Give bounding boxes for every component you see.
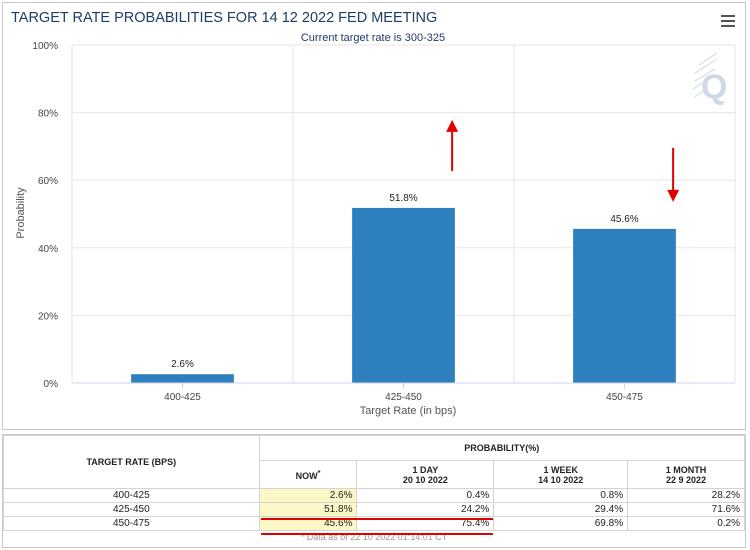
x-axis-title: Target Rate (in bps) (360, 405, 457, 417)
cell-rate: 400-425 (3, 488, 260, 503)
data-label-450-475: 45.6% (610, 214, 638, 225)
x-tick-label: 425-450 (385, 392, 422, 403)
table-footnote: * Data as of 22 10 2022 01:14:01 CT (300, 531, 448, 542)
cell-rate: 450-475 (3, 516, 260, 531)
data-label-425-450: 51.8% (389, 193, 417, 204)
cell-1-day: 24.2% (356, 502, 495, 517)
subheader-1-week: 1 WEEK 14 10 2022 (493, 460, 629, 489)
now-marker: * (317, 468, 321, 477)
x-axis-ticks: 400-425 425-450 450-475 (164, 383, 643, 403)
chart-title: TARGET RATE PROBABILITIES FOR 14 12 2022… (11, 10, 437, 26)
bar-400-425 (131, 374, 234, 383)
cell-1-day: 0.4% (356, 488, 495, 503)
subheader-now: NOW* (258, 460, 358, 489)
arrow-up-head-icon (446, 119, 459, 132)
data-labels: 2.6% 51.8% 45.6% (171, 193, 639, 370)
y-tick-label: 0% (44, 379, 59, 390)
chart-subtitle: Current target rate is 300-325 (301, 32, 445, 44)
logo-letter: Q (701, 68, 727, 106)
table-row: 425-450 51.8% 24.2% 29.4% 71.6% (3, 502, 745, 517)
subheader-1-week-date: 14 10 2022 (538, 474, 584, 485)
cell-1-month: 71.6% (627, 502, 745, 517)
header-target-rate: TARGET RATE (BPS) (3, 435, 260, 489)
y-tick-label: 80% (38, 109, 58, 120)
cell-now: 51.8% (258, 502, 358, 517)
table-row: 400-425 2.6% 0.4% 0.8% 28.2% (3, 488, 745, 503)
arrow-down-head-icon (667, 189, 680, 202)
cell-rate: 425-450 (3, 502, 260, 517)
y-tick-label: 40% (38, 244, 58, 255)
cell-1-week: 69.8% (493, 516, 629, 531)
subheader-1-month-date: 22 9 2022 (666, 474, 707, 485)
chart-panel: TARGET RATE PROBABILITIES FOR 14 12 2022… (2, 2, 746, 430)
y-axis-title: Probability (15, 187, 27, 239)
data-label-400-425: 2.6% (171, 359, 194, 370)
probability-table: TARGET RATE (BPS) PROBABILITY(%) NOW* 1 … (3, 435, 746, 543)
y-tick-label: 20% (38, 311, 58, 322)
probability-table-panel: TARGET RATE (BPS) PROBABILITY(%) NOW* 1 … (2, 434, 746, 548)
bar-425-450 (352, 207, 455, 383)
cell-1-week: 0.8% (493, 488, 629, 503)
subheader-now-label: NOW (295, 471, 318, 481)
highlight-underline-row3 (261, 533, 493, 535)
x-tick-label: 450-475 (606, 392, 643, 403)
y-axis-ticks: 0% 20% 40% 60% 80% 100% (32, 41, 58, 390)
table-row: 450-475 45.6% 75.4% 69.8% 0.2% (3, 516, 745, 531)
x-tick-label: 400-425 (164, 392, 201, 403)
probability-bar-chart: TARGET RATE PROBABILITIES FOR 14 12 2022… (11, 10, 736, 417)
cell-1-month: 28.2% (627, 488, 745, 503)
header-probability: PROBABILITY(%) (258, 435, 746, 461)
chart-bars (131, 207, 676, 383)
subheader-1-day: 1 DAY 20 10 2022 (356, 460, 495, 489)
subheader-1-month-label: 1 MONTH (665, 464, 707, 475)
cell-1-week: 29.4% (493, 502, 629, 517)
y-tick-label: 100% (32, 41, 58, 52)
chart-menu-icon[interactable] (721, 15, 735, 27)
bar-450-475 (573, 228, 676, 383)
cell-now: 2.6% (258, 488, 358, 503)
subheader-1-day-label: 1 DAY (412, 464, 439, 475)
subheader-1-day-date: 20 10 2022 (402, 474, 448, 485)
annotation-arrows (446, 119, 680, 202)
highlight-underline-row2 (261, 518, 493, 520)
subheader-1-month: 1 MONTH 22 9 2022 (627, 460, 745, 489)
y-tick-label: 60% (38, 176, 58, 187)
quikstrike-logo-icon: Q (692, 52, 727, 106)
cell-1-month: 0.2% (627, 516, 745, 531)
subheader-1-week-label: 1 WEEK (543, 464, 578, 475)
